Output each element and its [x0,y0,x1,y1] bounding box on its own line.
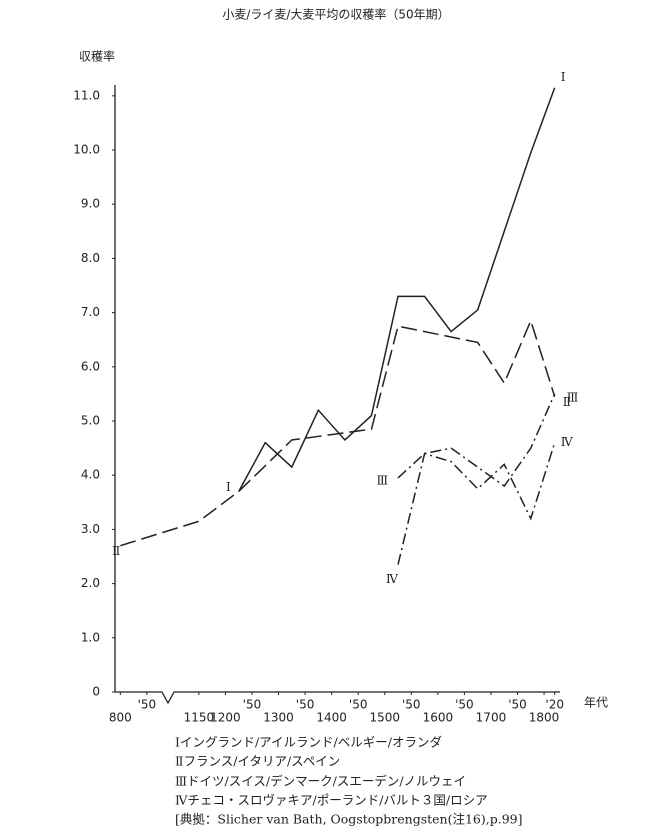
series-line [397,442,556,565]
series-label: Ⅱ [563,395,571,409]
series-label: Ⅲ [567,390,579,404]
y-tick-label: 1.0 [81,630,100,644]
x-tick-label: '20 [545,698,564,712]
series-line [397,393,556,488]
x-tick-label: 1600 [423,711,454,725]
x-tick-label: 800 [109,711,132,725]
x-tick-label: 1300 [263,711,294,725]
series-label: Ⅰ [561,70,566,84]
y-axis-label: 収穫率 [79,49,115,64]
series-label: Ⅱ [112,544,120,558]
y-tick-label: 3.0 [81,522,100,536]
x-tick-label: 1700 [476,711,507,725]
x-tick-label: 1150 [184,711,215,725]
x-tick-label: '50 [508,698,527,712]
x-tick-label: '50 [402,698,421,712]
y-tick-label: 6.0 [81,359,100,373]
x-axis-label: 年代 [584,696,608,710]
y-tick-label: 8.0 [81,251,100,265]
y-tick-label: 0 [92,685,100,699]
series-label: Ⅳ [561,435,574,449]
y-tick-label: 7.0 [81,305,100,319]
series-label: Ⅳ [386,572,399,586]
x-tick-label: 1800 [529,711,560,725]
y-tick-label: 9.0 [81,197,100,211]
legend-entry: Ⅰイングランド/アイルランド/ベルギー/オランダ [175,735,442,750]
series-label: Ⅲ [376,473,388,487]
x-tick-label: 1400 [316,711,347,725]
y-tick-label: 10.0 [73,143,100,157]
x-axis [115,691,560,705]
legend-entry: Ⅲドイツ/スイス/デンマーク/スエーデン/ノルウェイ [175,774,466,789]
x-tick-label: '50 [455,698,474,712]
y-tick-label: 5.0 [81,414,100,428]
x-tick-label: 1500 [369,711,400,725]
series-label: Ⅰ [226,480,231,494]
source-note: [典拠：Slicher van Bath, Oogstopbrengsten(注… [175,812,522,827]
series-line [120,318,556,547]
x-tick-label: '50 [243,698,262,712]
series-line [238,87,556,492]
y-tick-label: 4.0 [81,468,100,482]
x-tick-label: '50 [349,698,368,712]
x-tick-label: 1200 [210,711,241,725]
chart-title: 小麦/ライ麦/大麦平均の収穫率（50年期） [222,7,449,22]
legend-entry: Ⅱフランス/イタリア/スペイン [175,754,340,769]
legend-entry: Ⅳチェコ・スロヴァキア/ポーランド/バルト３国/ロシア [175,793,488,808]
x-tick-label: '50 [138,698,157,712]
x-tick-label: '50 [296,698,315,712]
y-tick-label: 2.0 [81,576,100,590]
y-tick-label: 11.0 [73,88,100,102]
